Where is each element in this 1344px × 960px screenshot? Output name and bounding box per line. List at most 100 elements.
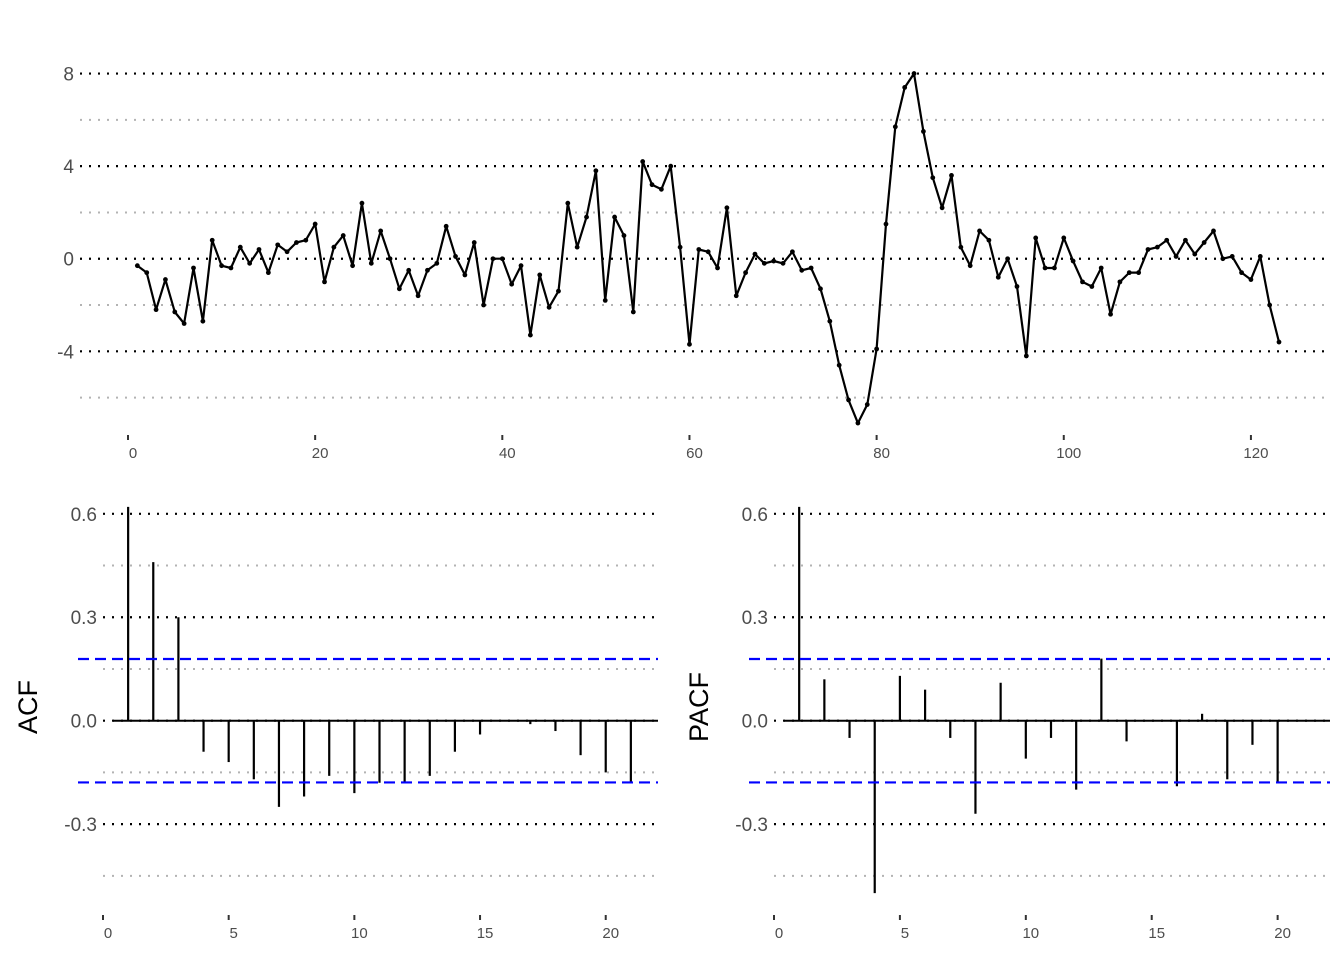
data-point xyxy=(584,214,589,220)
data-point xyxy=(294,240,299,245)
data-point xyxy=(219,263,224,269)
data-point xyxy=(1248,277,1254,282)
data-point xyxy=(1211,228,1216,234)
data-point xyxy=(1220,256,1226,262)
data-point xyxy=(630,309,636,315)
data-point xyxy=(743,270,749,276)
data-point xyxy=(1173,254,1179,259)
acf-axis-title: ACF xyxy=(13,680,43,734)
data-point xyxy=(1192,251,1198,257)
data-point xyxy=(1042,265,1048,271)
x-tick-label: 0 xyxy=(775,925,783,942)
data-point xyxy=(967,263,973,269)
data-point xyxy=(471,240,477,245)
data-point xyxy=(930,175,936,181)
data-point xyxy=(1229,254,1235,259)
x-tick-label: 100 xyxy=(1056,445,1081,462)
data-point xyxy=(799,267,805,273)
data-point xyxy=(153,307,159,313)
data-point xyxy=(1201,240,1207,245)
data-point xyxy=(986,237,992,243)
data-point xyxy=(331,244,337,250)
data-point xyxy=(574,244,580,250)
data-point xyxy=(677,244,683,250)
y-tick-label: 0.0 xyxy=(71,712,97,733)
data-point xyxy=(481,302,486,308)
data-point xyxy=(1005,256,1011,262)
y-tick-label: 0.3 xyxy=(742,608,768,629)
data-point xyxy=(163,277,168,282)
data-point xyxy=(771,258,777,264)
y-tick-label: 4 xyxy=(63,157,74,178)
data-point xyxy=(275,242,281,248)
data-point xyxy=(1164,237,1170,243)
data-point xyxy=(265,270,271,276)
data-point xyxy=(406,267,412,273)
x-tick-label: 0 xyxy=(129,445,137,462)
data-point xyxy=(415,293,421,299)
data-point xyxy=(733,293,739,299)
data-point xyxy=(883,221,889,227)
data-point xyxy=(1257,254,1263,259)
data-point xyxy=(1183,237,1188,243)
data-point xyxy=(172,309,178,315)
x-tick-label: 40 xyxy=(499,445,516,462)
data-point xyxy=(705,249,711,255)
data-point xyxy=(425,267,430,273)
data-point xyxy=(640,159,646,164)
data-point xyxy=(1070,258,1076,264)
x-tick-label: 10 xyxy=(351,925,368,942)
data-point xyxy=(256,247,262,252)
data-point xyxy=(284,249,290,255)
data-point xyxy=(1154,244,1160,250)
y-tick-label: 8 xyxy=(63,65,74,86)
data-point xyxy=(687,341,692,347)
data-point xyxy=(443,223,449,229)
data-point xyxy=(1080,279,1085,285)
data-point xyxy=(892,124,898,130)
data-point xyxy=(1033,235,1039,241)
x-tick-label: 20 xyxy=(602,925,619,942)
data-point xyxy=(1117,279,1123,285)
data-point xyxy=(612,214,618,220)
data-point xyxy=(874,346,880,352)
y-tick-label: 0.3 xyxy=(71,608,97,629)
x-tick-label: 0 xyxy=(104,925,112,942)
data-point xyxy=(977,228,982,234)
data-point xyxy=(499,256,505,262)
y-tick-label: 0 xyxy=(63,250,74,271)
data-point xyxy=(237,244,243,250)
x-tick-label: 5 xyxy=(230,925,238,942)
data-point xyxy=(715,265,720,271)
data-point xyxy=(247,260,253,266)
data-point xyxy=(808,265,814,271)
data-point xyxy=(602,297,608,303)
data-point xyxy=(761,260,767,266)
data-point xyxy=(181,321,187,326)
data-point xyxy=(1126,270,1132,276)
data-point xyxy=(949,173,954,178)
x-tick-label: 80 xyxy=(873,445,890,462)
data-point xyxy=(780,260,786,266)
data-point xyxy=(911,71,917,76)
data-point xyxy=(322,279,327,285)
data-point xyxy=(1239,270,1244,276)
data-point xyxy=(462,272,468,278)
data-point xyxy=(518,263,524,269)
data-point xyxy=(818,286,823,292)
y-tick-label: -0.3 xyxy=(64,815,97,836)
data-point xyxy=(546,304,552,310)
data-point xyxy=(537,272,543,278)
data-point xyxy=(752,251,758,257)
data-point xyxy=(378,228,384,234)
pacf-axis-title: PACF xyxy=(684,672,714,742)
data-point xyxy=(696,247,702,252)
x-tick-label: 20 xyxy=(1274,925,1291,942)
data-point xyxy=(836,362,842,368)
data-point xyxy=(368,260,374,266)
data-point xyxy=(649,182,655,188)
acf-panel: -0.3 0.0 0.3 0.6 0 5 10 15 20 xyxy=(64,505,658,942)
data-point xyxy=(1108,311,1113,317)
data-point xyxy=(658,186,664,192)
data-point xyxy=(1061,235,1067,241)
